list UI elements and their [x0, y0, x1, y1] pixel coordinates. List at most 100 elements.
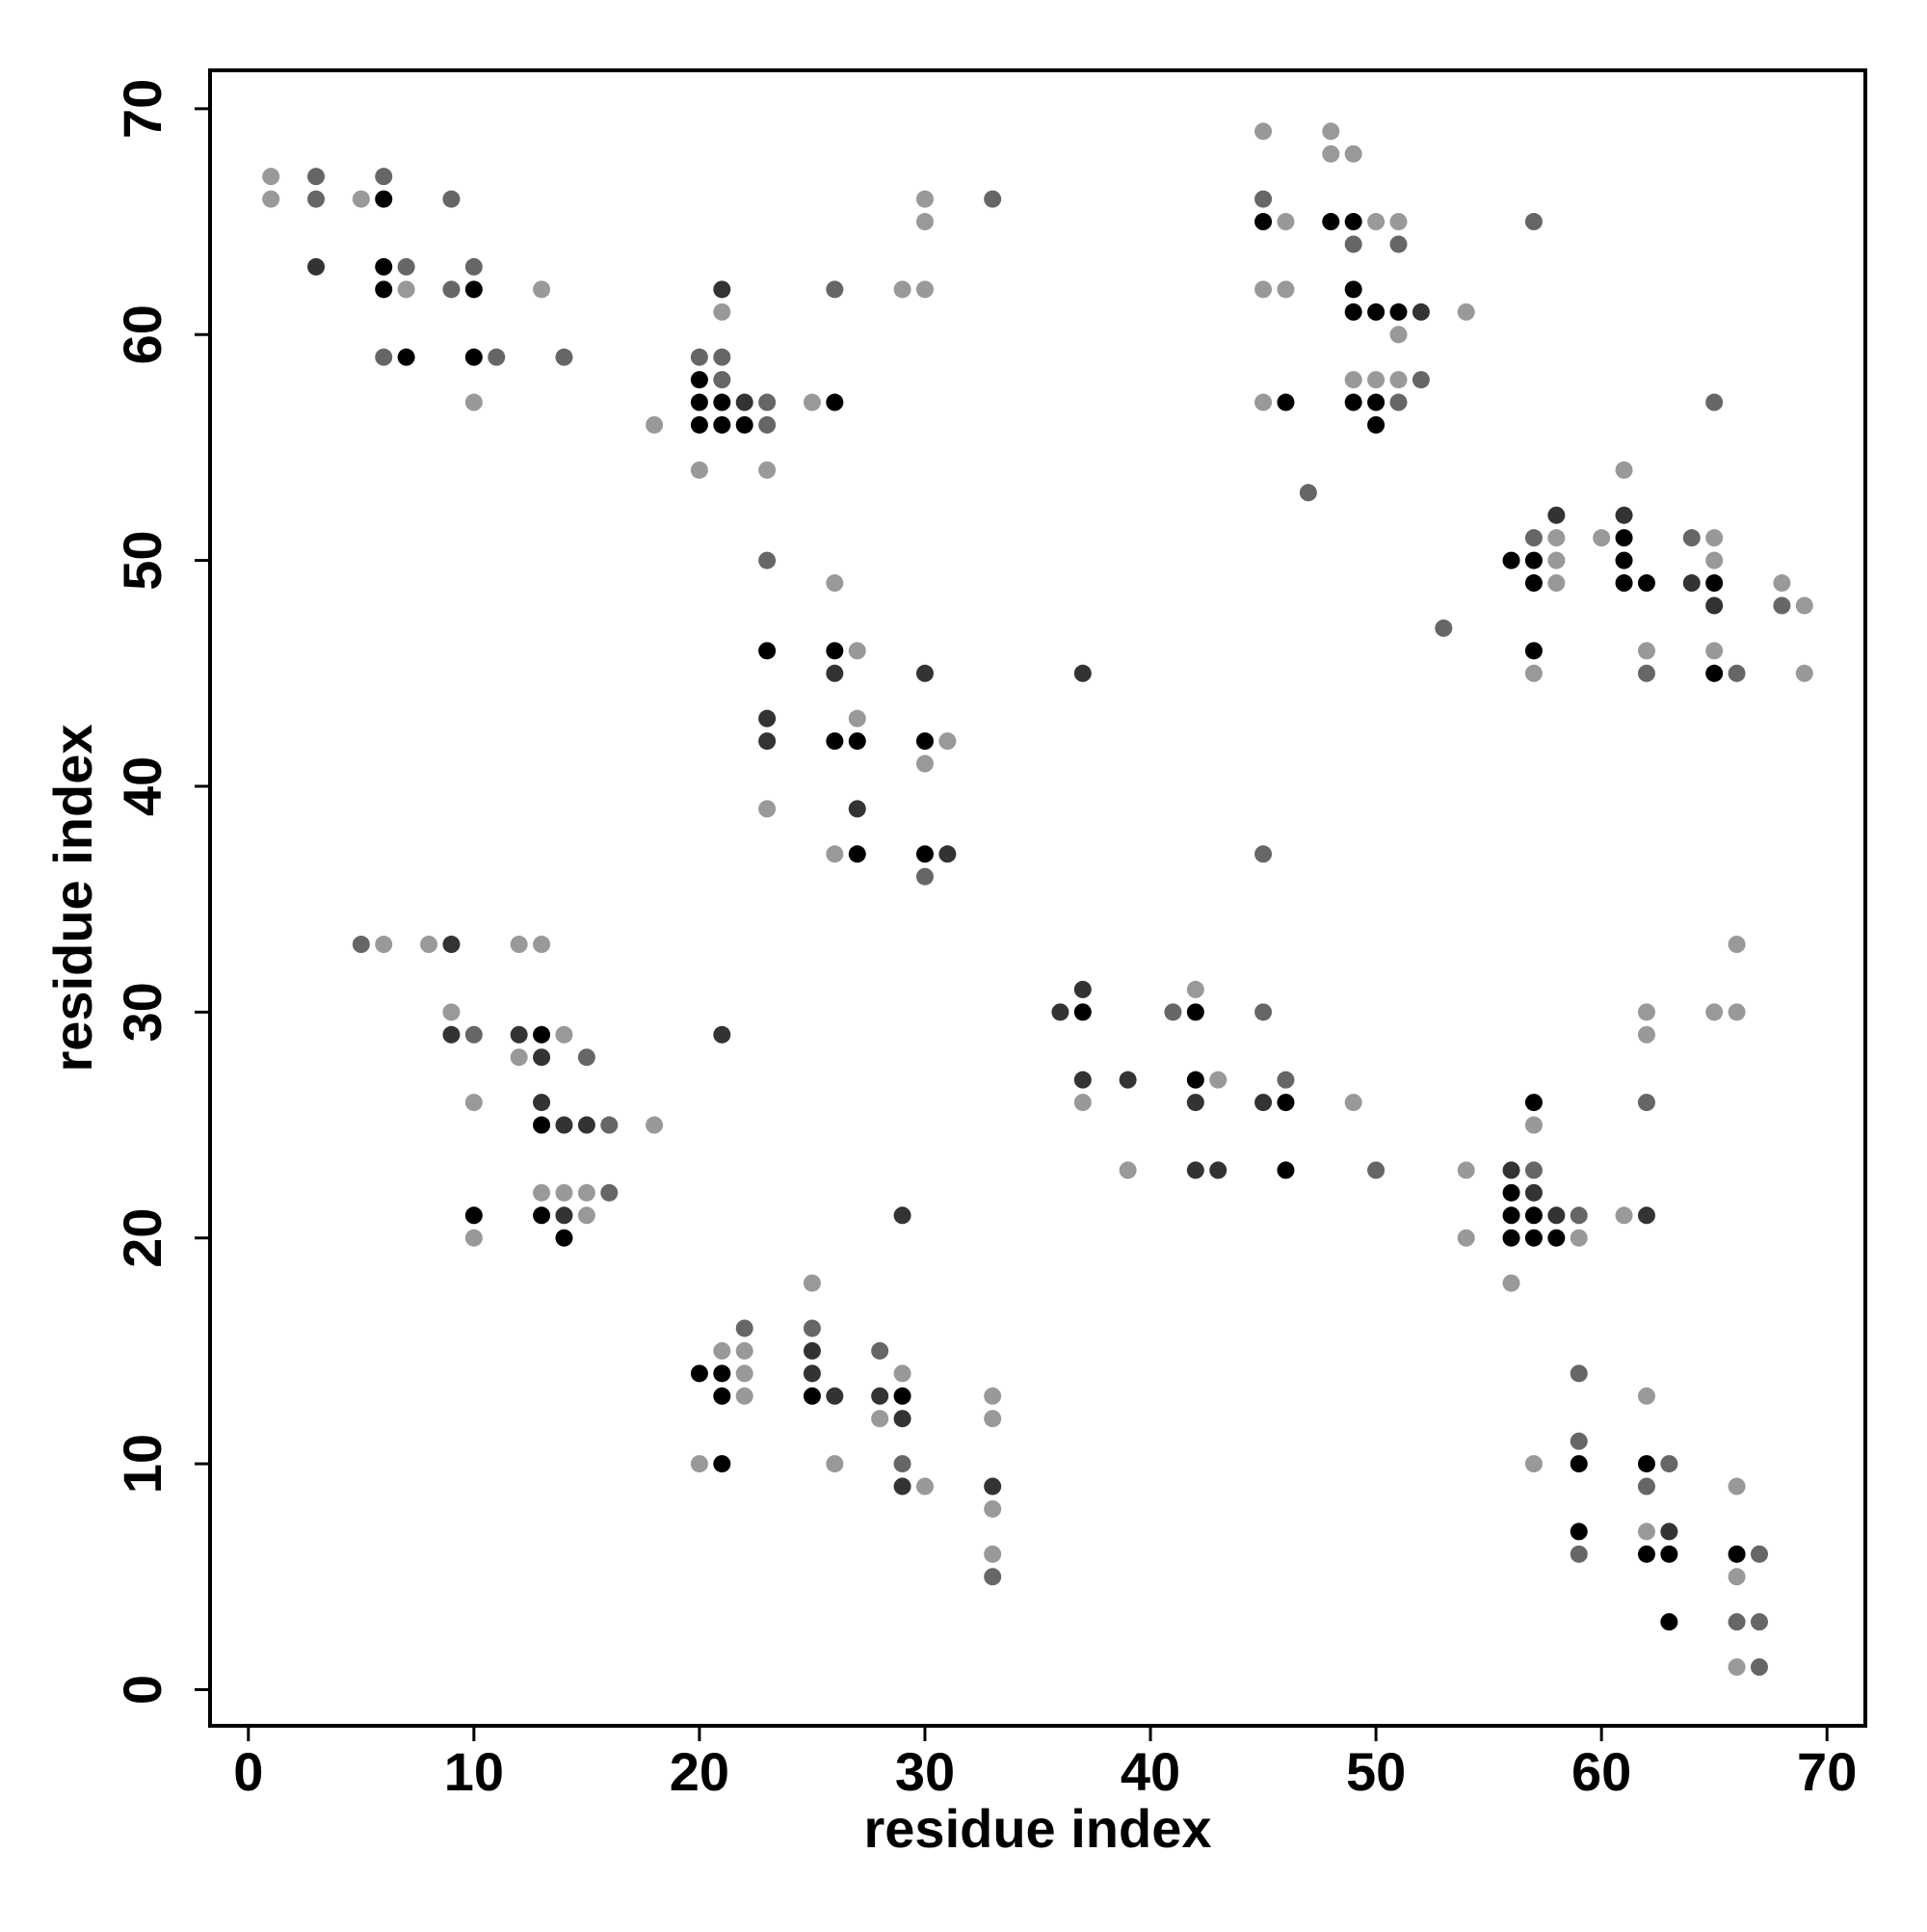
contact-point: [1344, 303, 1362, 321]
contact-point: [1705, 551, 1724, 569]
contact-point: [488, 348, 506, 366]
contact-point: [1389, 371, 1408, 389]
contact-point: [893, 1455, 911, 1473]
contact-point: [1682, 529, 1701, 547]
contact-point: [464, 1229, 483, 1247]
contact-point: [984, 1410, 1002, 1428]
contact-point: [1637, 1003, 1655, 1021]
contact-point: [1051, 1003, 1069, 1021]
contact-point: [1412, 303, 1430, 321]
contact-point: [1344, 280, 1362, 299]
contact-point: [1277, 1071, 1295, 1089]
contact-point: [1254, 213, 1273, 231]
contact-point: [397, 348, 415, 366]
contact-point: [1524, 551, 1543, 569]
contact-point: [1344, 213, 1362, 231]
contact-point: [1073, 1003, 1092, 1021]
contact-point: [533, 1025, 551, 1044]
contact-point: [577, 1048, 595, 1067]
contact-point: [893, 1364, 911, 1383]
contact-point: [803, 1274, 821, 1292]
contact-point: [938, 845, 957, 863]
contact-point: [735, 415, 753, 434]
contact-point: [713, 393, 731, 411]
contact-point: [1637, 1025, 1655, 1044]
contact-point: [1660, 1522, 1678, 1541]
contact-point: [690, 415, 708, 434]
contact-point: [1209, 1161, 1227, 1179]
x-tick-label: 40: [1121, 1741, 1180, 1802]
contact-point: [1524, 1094, 1543, 1112]
contact-point: [984, 1568, 1002, 1586]
x-tick-label: 20: [670, 1741, 729, 1802]
contact-point: [510, 936, 528, 954]
contact-point: [1705, 574, 1724, 593]
contact-point: [1773, 574, 1791, 593]
contact-point: [1073, 980, 1092, 998]
contact-point: [1412, 371, 1430, 389]
contact-point: [1322, 145, 1340, 163]
contact-point: [1570, 1522, 1588, 1541]
contact-point: [803, 1319, 821, 1337]
contact-point: [1524, 642, 1543, 660]
contact-point: [1705, 1003, 1724, 1021]
contact-point: [713, 303, 731, 321]
contact-point: [1254, 122, 1273, 141]
contact-point: [375, 168, 393, 186]
contact-point: [1728, 1613, 1746, 1631]
contact-point: [1367, 1161, 1386, 1179]
contact-point: [262, 168, 280, 186]
contact-point: [646, 415, 664, 434]
contact-point: [1728, 1568, 1746, 1586]
contact-point: [1254, 393, 1273, 411]
contact-point: [893, 280, 911, 299]
contact-point: [510, 1048, 528, 1067]
contact-point: [510, 1025, 528, 1044]
contact-point: [848, 845, 866, 863]
contact-point: [1502, 1161, 1520, 1179]
contact-point: [758, 800, 777, 818]
contact-point: [915, 845, 934, 863]
contact-point: [1367, 415, 1386, 434]
contact-point: [1254, 190, 1273, 208]
contact-point: [1547, 1229, 1566, 1247]
contact-point: [1637, 642, 1655, 660]
contact-point: [1547, 551, 1566, 569]
contact-point: [735, 1387, 753, 1405]
plot-frame: [208, 68, 1867, 1728]
contact-point: [1524, 1116, 1543, 1134]
contact-point: [938, 732, 957, 751]
contact-point: [577, 1183, 595, 1202]
contact-point: [1344, 1094, 1362, 1112]
contact-point: [803, 1387, 821, 1405]
contact-point: [1524, 664, 1543, 682]
contact-point: [533, 1206, 551, 1225]
contact-point: [1254, 280, 1273, 299]
contact-point: [758, 642, 777, 660]
contact-point: [1344, 393, 1362, 411]
contact-point: [826, 280, 844, 299]
contact-point: [758, 461, 777, 479]
contact-point: [1502, 551, 1520, 569]
contact-point: [915, 754, 934, 773]
contact-point: [1547, 574, 1566, 593]
contact-point: [375, 257, 393, 276]
contact-point: [1164, 1003, 1182, 1021]
contact-point: [1367, 371, 1386, 389]
contact-point: [1637, 1477, 1655, 1495]
contact-point: [1705, 642, 1724, 660]
contact-point: [1547, 1206, 1566, 1225]
y-tick-label: 60: [112, 304, 172, 364]
contact-point: [1637, 1455, 1655, 1473]
contact-point: [577, 1116, 595, 1134]
contact-point: [464, 1094, 483, 1112]
contact-point: [1389, 393, 1408, 411]
contact-point: [1186, 1094, 1204, 1112]
contact-point: [1750, 1658, 1768, 1677]
contact-point: [1660, 1545, 1678, 1563]
contact-point: [713, 371, 731, 389]
contact-point: [1547, 506, 1566, 524]
contact-point: [690, 461, 708, 479]
contact-point: [307, 257, 326, 276]
contact-point: [1457, 1161, 1475, 1179]
